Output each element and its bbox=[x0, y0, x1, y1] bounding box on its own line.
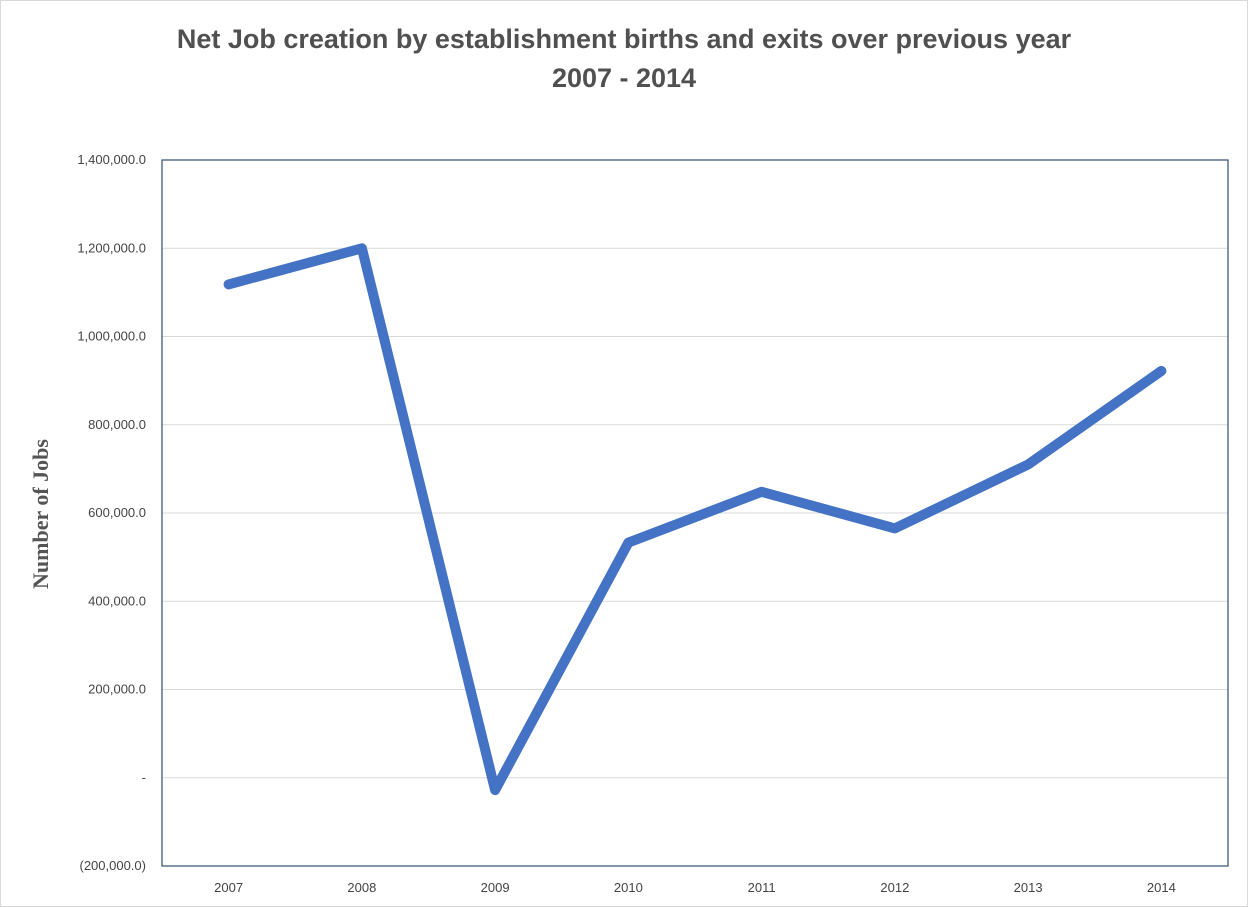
y-tick-label: 600,000.0 bbox=[88, 505, 146, 520]
chart-title: Net Job creation by establishment births… bbox=[176, 24, 1072, 54]
y-tick-label: - bbox=[142, 770, 146, 785]
y-tick-labels: (200,000.0) - 200,000.0 400,000.0 600,000.0 8… bbox=[77, 152, 146, 873]
x-tick-label: 2011 bbox=[748, 880, 776, 895]
y-tick-label: (200,000.0) bbox=[80, 858, 147, 873]
y-tick-label: 1,200,000.0 bbox=[77, 240, 146, 255]
x-tick-labels: 2007 2008 2009 2010 2011 2012 2013 2014 bbox=[214, 880, 1176, 895]
x-tick-label: 2012 bbox=[880, 880, 909, 895]
y-tick-label: 400,000.0 bbox=[88, 593, 146, 608]
plot-area-border bbox=[161, 159, 1229, 867]
x-tick-label: 2008 bbox=[347, 880, 376, 895]
x-tick-label: 2007 bbox=[214, 880, 243, 895]
x-tick-label: 2014 bbox=[1147, 880, 1176, 895]
y-tick-label: 200,000.0 bbox=[88, 682, 146, 697]
y-tick-label: 1,000,000.0 bbox=[77, 329, 146, 344]
y-tick-label: 1,400,000.0 bbox=[77, 152, 146, 167]
series-line bbox=[223, 243, 1167, 796]
series-lines bbox=[223, 243, 1167, 796]
x-tick-label: 2013 bbox=[1014, 880, 1043, 895]
x-tick-label: 2009 bbox=[481, 880, 510, 895]
y-tick-label: 800,000.0 bbox=[88, 417, 146, 432]
x-tick-label: 2010 bbox=[614, 880, 643, 895]
chart-subtitle: 2007 - 2014 bbox=[551, 63, 697, 93]
